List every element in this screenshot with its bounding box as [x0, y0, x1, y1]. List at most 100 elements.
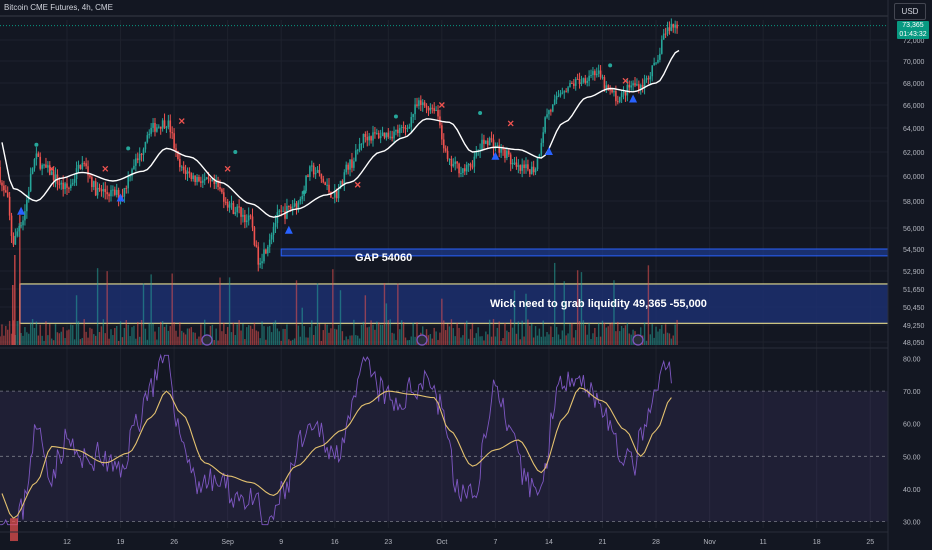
candle-body[interactable] [601, 77, 604, 79]
candle-body[interactable] [605, 85, 608, 89]
candle-body[interactable] [502, 148, 504, 150]
candle-body[interactable] [150, 127, 152, 134]
candle-body[interactable] [198, 176, 200, 182]
candle-body[interactable] [152, 122, 154, 128]
candle-body[interactable] [620, 93, 623, 98]
candle-body[interactable] [611, 89, 613, 93]
candle-body[interactable] [622, 91, 625, 94]
candle-body[interactable] [35, 153, 38, 160]
candle-body[interactable] [488, 138, 491, 146]
candle-body[interactable] [668, 27, 671, 31]
candle-body[interactable] [115, 189, 118, 195]
candle-body[interactable] [3, 185, 5, 191]
candle-body[interactable] [316, 169, 319, 173]
candle-body[interactable] [5, 190, 7, 193]
candle-body[interactable] [20, 225, 22, 227]
candle-body[interactable] [500, 148, 502, 153]
candle-body[interactable] [496, 145, 499, 147]
candle-body[interactable] [8, 196, 11, 216]
candle-body[interactable] [253, 227, 256, 245]
candle-body[interactable] [14, 235, 17, 245]
candle-body[interactable] [324, 182, 326, 186]
candle-body[interactable] [114, 189, 116, 195]
candle-body[interactable] [158, 126, 160, 128]
candle-body[interactable] [465, 164, 468, 172]
candle-body[interactable] [136, 158, 139, 161]
candle-body[interactable] [580, 82, 583, 85]
candle-body[interactable] [492, 139, 495, 149]
candle-body[interactable] [268, 239, 271, 247]
candle-body[interactable] [397, 129, 399, 134]
candle-body[interactable] [156, 127, 158, 132]
candle-body[interactable] [425, 105, 428, 108]
candle-body[interactable] [230, 203, 233, 205]
candle-body[interactable] [649, 76, 652, 80]
candle-body[interactable] [353, 161, 355, 168]
candle-body[interactable] [73, 178, 76, 183]
candle-body[interactable] [372, 132, 374, 141]
candle-body[interactable] [64, 183, 66, 190]
candle-body[interactable] [444, 148, 447, 151]
candle-body[interactable] [295, 203, 298, 210]
candle-body[interactable] [219, 186, 221, 190]
candle-body[interactable] [242, 214, 244, 217]
candle-body[interactable] [473, 156, 476, 167]
candle-body[interactable] [454, 161, 457, 164]
candle-body[interactable] [255, 244, 258, 247]
candle-body[interactable] [613, 90, 615, 93]
candle-body[interactable] [37, 153, 40, 157]
candle-body[interactable] [666, 27, 669, 34]
candle-body[interactable] [312, 165, 315, 175]
candle-body[interactable] [387, 132, 390, 137]
candle-body[interactable] [420, 100, 422, 106]
candle-body[interactable] [144, 141, 147, 150]
candle-body[interactable] [288, 206, 290, 208]
candle-body[interactable] [360, 143, 363, 145]
candle-body[interactable] [102, 189, 105, 192]
candle-body[interactable] [626, 84, 629, 96]
candle-body[interactable] [154, 122, 156, 132]
candle-body[interactable] [590, 75, 592, 77]
candle-body[interactable] [247, 215, 250, 221]
candle-body[interactable] [448, 158, 451, 160]
candle-body[interactable] [410, 116, 413, 127]
candle-body[interactable] [456, 161, 458, 164]
candle-body[interactable] [657, 59, 659, 63]
candle-body[interactable] [318, 169, 321, 174]
candle-body[interactable] [171, 132, 173, 134]
candle-body[interactable] [567, 87, 569, 92]
candle-body[interactable] [475, 151, 478, 157]
candle-body[interactable] [16, 231, 19, 236]
candle-body[interactable] [89, 175, 91, 178]
candles[interactable] [0, 18, 678, 272]
candle-body[interactable] [1, 182, 3, 186]
candle-body[interactable] [328, 184, 330, 193]
candle-body[interactable] [263, 249, 265, 262]
candle-body[interactable] [301, 195, 304, 199]
candle-body[interactable] [586, 80, 588, 83]
candle-body[interactable] [121, 195, 124, 197]
candle-body[interactable] [165, 127, 168, 129]
candle-body[interactable] [527, 164, 529, 170]
candle-body[interactable] [471, 166, 474, 168]
candle-body[interactable] [536, 158, 539, 170]
candle-body[interactable] [209, 179, 212, 182]
candle-body[interactable] [169, 120, 172, 133]
candle-body[interactable] [87, 166, 89, 176]
candle-body[interactable] [347, 164, 349, 170]
candle-body[interactable] [418, 100, 420, 106]
candle-body[interactable] [469, 164, 472, 167]
candle-body[interactable] [291, 206, 294, 209]
candle-body[interactable] [201, 180, 204, 183]
candle-body[interactable] [58, 183, 61, 185]
candle-body[interactable] [196, 176, 198, 183]
candle-body[interactable] [523, 164, 525, 168]
candle-body[interactable] [177, 151, 179, 159]
candle-body[interactable] [511, 163, 514, 165]
candle-body[interactable] [574, 78, 577, 86]
candle-body[interactable] [651, 65, 654, 77]
candle-body[interactable] [81, 162, 84, 169]
candle-body[interactable] [364, 133, 367, 137]
candle-body[interactable] [249, 215, 252, 217]
candle-body[interactable] [217, 181, 219, 187]
